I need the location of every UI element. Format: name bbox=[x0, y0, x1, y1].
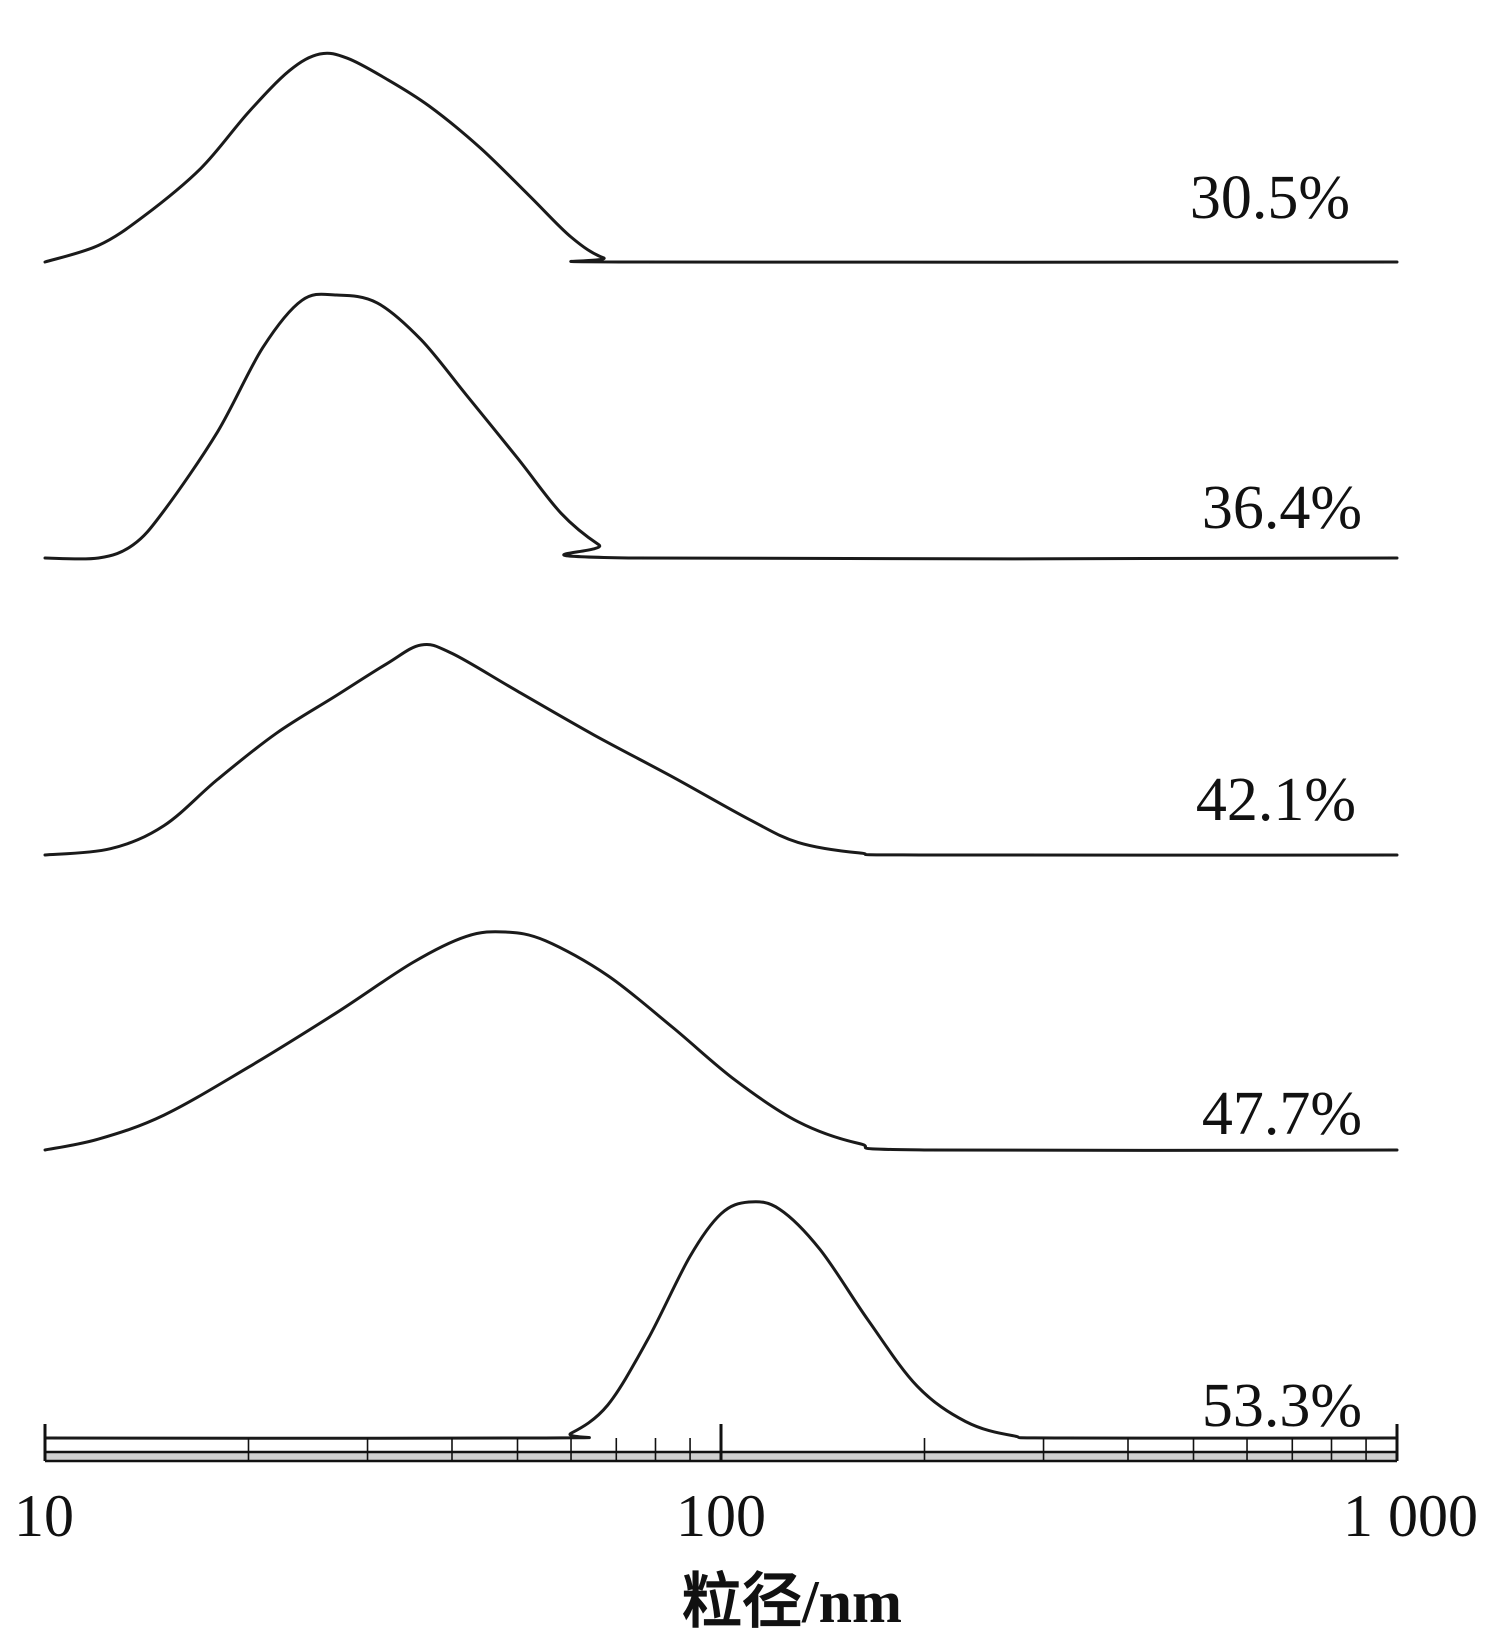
curves-layer bbox=[43, 51, 1399, 1440]
x-tick-label: 10 bbox=[14, 1483, 74, 1549]
series-label-2: 36.4% bbox=[1202, 474, 1362, 542]
series-curve-2 bbox=[43, 292, 1399, 561]
x-tick-label: 1 000 bbox=[1343, 1483, 1478, 1549]
x-axis-title: 粒径/nm bbox=[682, 1569, 902, 1635]
series-label-5: 53.3% bbox=[1202, 1372, 1362, 1440]
series-curve-3 bbox=[43, 643, 1399, 857]
series-curve-1 bbox=[43, 51, 1399, 264]
series-curve-5 bbox=[43, 1200, 1399, 1440]
series-labels-layer: 30.5% 36.4% 42.1% 47.7% 53.3% bbox=[1190, 164, 1362, 1440]
series-curve-4 bbox=[43, 930, 1399, 1152]
series-label-1: 30.5% bbox=[1190, 164, 1350, 232]
series-label-4: 47.7% bbox=[1202, 1080, 1362, 1148]
x-tick-label: 100 bbox=[676, 1483, 766, 1549]
x-axis: 10 100 1 000 bbox=[14, 1424, 1478, 1549]
series-label-3: 42.1% bbox=[1196, 766, 1356, 834]
